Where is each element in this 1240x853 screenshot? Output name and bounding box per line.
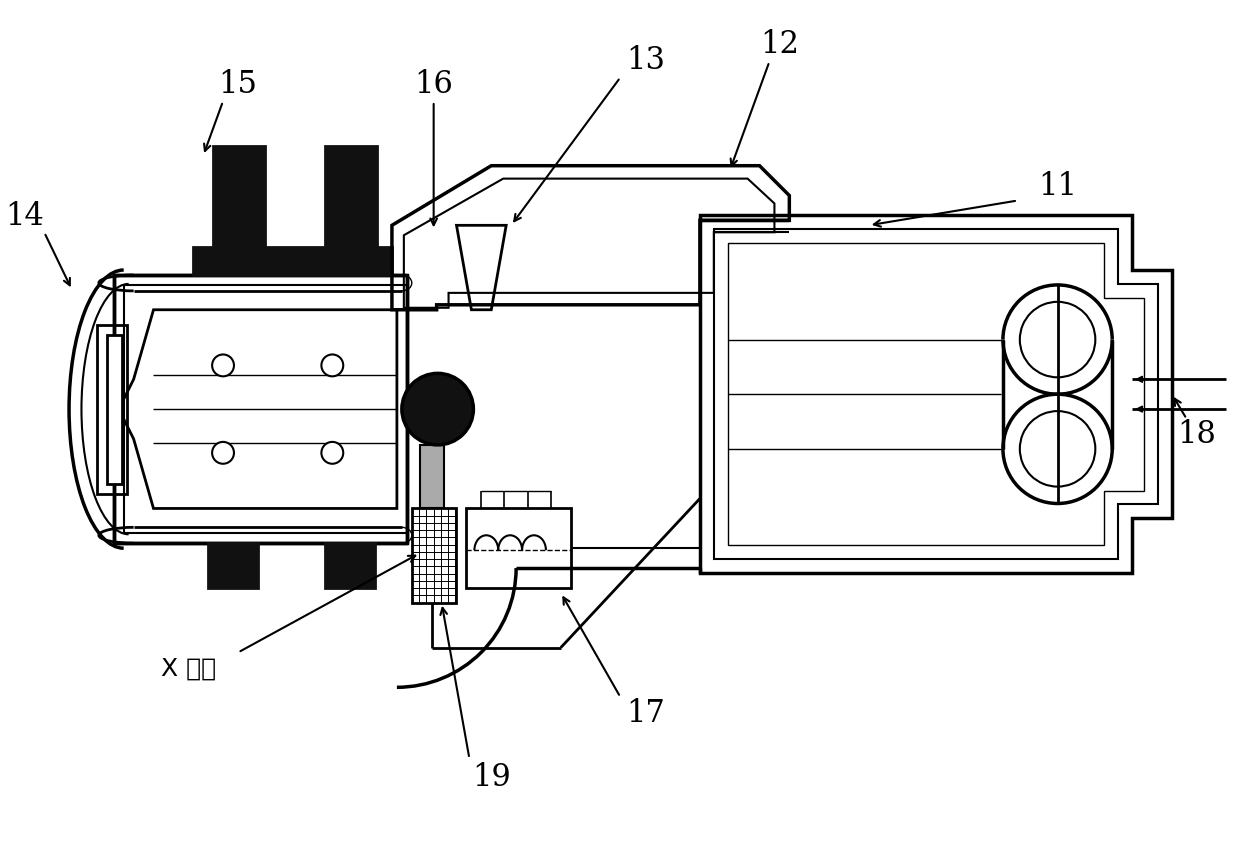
Bar xyxy=(97,325,126,494)
Bar xyxy=(466,509,570,589)
Text: 14: 14 xyxy=(5,200,43,232)
Bar xyxy=(325,147,377,248)
Bar xyxy=(213,147,265,248)
Bar xyxy=(107,335,122,484)
Bar xyxy=(114,276,407,543)
Text: 13: 13 xyxy=(626,45,665,76)
Circle shape xyxy=(402,374,474,445)
Circle shape xyxy=(212,355,234,377)
Circle shape xyxy=(321,443,343,464)
Text: 19: 19 xyxy=(472,762,511,792)
Circle shape xyxy=(321,355,343,377)
Text: 11: 11 xyxy=(1038,171,1078,202)
Text: 12: 12 xyxy=(760,29,799,60)
Text: 17: 17 xyxy=(626,697,665,728)
Bar xyxy=(412,509,455,603)
Bar xyxy=(420,445,444,509)
Bar xyxy=(325,543,374,589)
Text: 16: 16 xyxy=(414,68,453,100)
Bar xyxy=(208,543,258,589)
Text: X 射线: X 射线 xyxy=(161,656,216,680)
Text: 18: 18 xyxy=(1177,419,1216,450)
Text: 15: 15 xyxy=(218,68,258,100)
Bar xyxy=(407,392,436,427)
Bar xyxy=(193,248,392,276)
Bar xyxy=(124,286,407,534)
Circle shape xyxy=(212,443,234,464)
